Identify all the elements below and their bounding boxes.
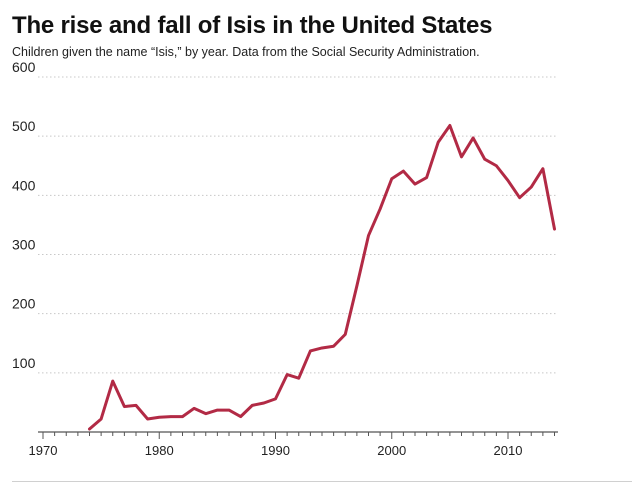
- data-point-1980: [158, 416, 161, 419]
- gridlines: [38, 76, 558, 374]
- data-point-2000: [390, 177, 393, 180]
- data-point-1997: [355, 284, 359, 288]
- y-tick-label-100: 100: [12, 355, 36, 371]
- data-point-2004: [437, 140, 440, 144]
- data-point-1988: [251, 404, 254, 407]
- x-tick-label-1990: 1990: [261, 443, 290, 458]
- y-tick-label-400: 400: [12, 177, 36, 193]
- y-tick-label-300: 300: [12, 237, 36, 253]
- data-point-1992: [297, 376, 300, 380]
- data-point-2006: [460, 155, 463, 159]
- x-tick-label-1980: 1980: [145, 443, 174, 458]
- data-point-1993: [309, 349, 312, 353]
- y-tick-label-200: 200: [12, 296, 36, 312]
- data-point-1977: [123, 405, 126, 408]
- data-point-2007: [471, 136, 475, 140]
- y-tick-labels: 100 200 300 400 500 600: [12, 59, 36, 371]
- y-tick-label-600: 600: [12, 59, 36, 75]
- data-point-1981: [169, 415, 173, 418]
- data-point-1991: [285, 373, 289, 376]
- data-point-1998: [367, 234, 370, 237]
- data-point-2003: [425, 176, 428, 179]
- data-point-1989: [262, 401, 266, 405]
- data-point-1974: [88, 427, 91, 431]
- data-point-1986: [227, 408, 231, 412]
- data-point-1996: [344, 333, 347, 336]
- data-point-1982: [181, 415, 184, 418]
- x-tick-label-2000: 2000: [377, 443, 406, 458]
- data-point-2011: [518, 196, 521, 199]
- data-point-1995: [332, 345, 335, 348]
- data-point-2009: [495, 164, 498, 167]
- data-point-1990: [274, 397, 277, 401]
- data-point-2014: [553, 227, 556, 231]
- data-point-2002: [413, 182, 417, 186]
- data-point-2010: [506, 179, 510, 182]
- data-point-1976: [111, 379, 114, 383]
- data-point-1975: [99, 417, 103, 421]
- data-point-1985: [216, 408, 219, 412]
- data-point-2012: [530, 185, 533, 189]
- data-point-1994: [320, 346, 324, 350]
- data-point-1983: [192, 407, 196, 410]
- data-point-1979: [146, 417, 149, 421]
- data-point-1978: [134, 404, 138, 407]
- data-point-1987: [239, 415, 242, 418]
- data-point-1999: [378, 207, 382, 211]
- series-line-0: [88, 124, 556, 431]
- chart-subtitle: Children given the name “Isis,” by year.…: [12, 45, 480, 59]
- data-point-2005: [448, 124, 452, 127]
- data-point-1984: [204, 412, 207, 415]
- x-tick-label-1970: 1970: [29, 443, 58, 458]
- data-point-2013: [541, 167, 545, 170]
- data-point-2001: [402, 169, 405, 173]
- x-axis: 1970 1980 1990 2000 2010: [29, 431, 558, 458]
- data-point-2008: [483, 158, 486, 161]
- x-tick-label-2010: 2010: [494, 443, 523, 458]
- y-tick-label-500: 500: [12, 118, 36, 134]
- footer-divider: [12, 481, 632, 482]
- chart-title: The rise and fall of Isis in the United …: [12, 12, 493, 39]
- series-lines: [88, 124, 556, 431]
